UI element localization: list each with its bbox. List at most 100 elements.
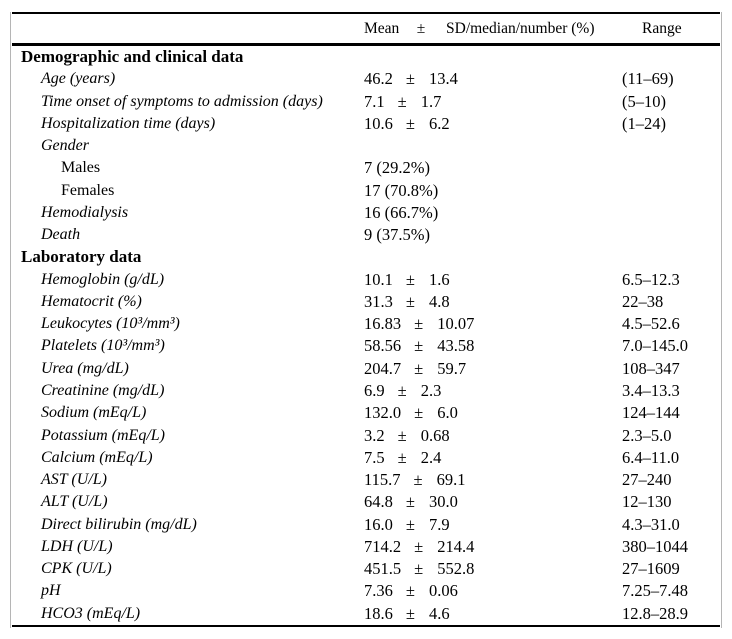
table-row: Urea (mg/dL) 204.7 ±59.7 108–347: [12, 358, 720, 380]
sd-value: 7.9: [428, 514, 450, 534]
row-label: Females: [61, 181, 115, 199]
bottom-rule: [12, 624, 720, 627]
value-cell: 64.8 ±30.0: [364, 491, 458, 513]
range-value: 4.3–31.0: [622, 514, 680, 534]
section-row: Laboratory data: [12, 246, 720, 268]
plus-minus: ±: [413, 470, 423, 490]
range-value: 12–130: [622, 492, 672, 512]
mean-value: 10.1: [364, 269, 393, 289]
sd-value: 2.4: [420, 447, 442, 467]
mean-value: 7.36: [364, 581, 393, 601]
table-header-row: Mean ± SD/median/number (%) Range: [12, 14, 720, 43]
mean-value: 714.2: [364, 536, 402, 556]
table-row: Leukocytes (10³/mm³) 16.83 ±10.07 4.5–52.6: [12, 313, 720, 335]
value-cell: 16.83 ±10.07: [364, 313, 474, 335]
mean-value: 46.2: [364, 69, 393, 89]
range-value: 6.4–11.0: [622, 447, 680, 467]
section-row: Demographic and clinical data: [12, 46, 720, 68]
range-value: 2.3–5.0: [622, 425, 672, 445]
row-label: AST (U/L): [41, 471, 107, 489]
row-label: Creatinine (mg/dL): [41, 381, 165, 399]
sd-value: 13.4: [428, 69, 458, 89]
sd-value: 4.6: [428, 603, 450, 623]
value-cell: 16 (66.7%): [364, 202, 439, 222]
row-label: Leukocytes (10³/mm³): [41, 315, 180, 333]
mean-value: 451.5: [364, 559, 402, 579]
plus-minus: ±: [397, 425, 407, 445]
table-row: Creatinine (mg/dL) 6.9 ±2.3 3.4–13.3: [12, 380, 720, 402]
range-value: 27–240: [622, 470, 672, 490]
row-label: Urea (mg/dL): [41, 359, 129, 377]
table-row: Time onset of symptoms to admission (day…: [12, 91, 720, 113]
table-row: Hematocrit (%) 31.3 ±4.8 22–38: [12, 291, 720, 313]
column-header-mean: Mean: [364, 20, 400, 37]
table-row: Platelets (10³/mm³) 58.56 ±43.58 7.0–145.0: [12, 335, 720, 357]
plus-minus: ±: [414, 559, 424, 579]
plus-minus: ±: [405, 269, 415, 289]
table-row: Age (years) 46.2 ±13.4 (11–69): [12, 68, 720, 90]
table-row: Potassium (mEq/L) 3.2 ±0.68 2.3–5.0: [12, 425, 720, 447]
value-cell: 451.5 ±552.8: [364, 558, 474, 580]
sd-value: 0.06: [428, 581, 458, 601]
value-cell: 18.6 ±4.6: [364, 603, 450, 625]
mean-value: 10.6: [364, 113, 393, 133]
row-label: Potassium (mEq/L): [41, 426, 165, 444]
table-row: Death 9 (37.5%): [12, 224, 720, 246]
table-row: HCO3 (mEq/L) 18.6 ±4.6 12.8–28.9: [12, 603, 720, 625]
plus-minus: ±: [405, 514, 415, 534]
row-label: Calcium (mEq/L): [41, 448, 153, 466]
column-header-range: Range: [642, 20, 682, 37]
range-value: (5–10): [622, 91, 666, 111]
row-label: HCO3 (mEq/L): [41, 604, 141, 622]
range-value: 12.8–28.9: [622, 603, 688, 623]
row-label: ALT (U/L): [41, 493, 108, 511]
sd-value: 69.1: [436, 470, 466, 490]
mean-value: 7.5: [364, 447, 385, 467]
sd-value: 0.68: [420, 425, 450, 445]
plus-minus: ±: [405, 492, 415, 512]
plus-minus: ±: [414, 336, 424, 356]
top-rule: [12, 12, 720, 14]
sd-value: 552.8: [437, 559, 475, 579]
sd-value: 6.2: [428, 113, 450, 133]
plus-minus: ±: [405, 113, 415, 133]
sd-value: 1.7: [420, 91, 442, 111]
mean-value: 58.56: [364, 336, 402, 356]
value-cell: 6.9 ±2.3: [364, 380, 441, 402]
value-cell: 58.56 ±43.58: [364, 335, 474, 357]
mean-value: 31.3: [364, 291, 393, 311]
table-row: Gender: [12, 135, 720, 157]
table-row: LDH (U/L) 714.2 ±214.4 380–1044: [12, 536, 720, 558]
plus-minus: ±: [405, 581, 415, 601]
mean-value: 64.8: [364, 492, 393, 512]
data-table: Mean ± SD/median/number (%) Range Demogr…: [10, 12, 722, 628]
plus-minus: ±: [405, 69, 415, 89]
mean-value: 132.0: [364, 403, 402, 423]
range-value: 380–1044: [622, 536, 688, 556]
sd-value: 2.3: [420, 380, 442, 400]
sd-value: 30.0: [428, 492, 458, 512]
row-label: Time onset of symptoms to admission (day…: [41, 92, 323, 110]
mean-value: 115.7: [364, 470, 401, 490]
plus-minus: ±: [414, 358, 424, 378]
plus-minus: ±: [414, 314, 424, 334]
range-value: 4.5–52.6: [622, 314, 680, 334]
mean-value: 16.83: [364, 314, 402, 334]
value-cell: 7.1 ±1.7: [364, 91, 441, 113]
table-row: Females 17 (70.8%): [12, 180, 720, 202]
row-label: Hospitalization time (days): [41, 114, 216, 132]
value-cell: 46.2 ±13.4: [364, 68, 458, 90]
value-cell: 10.1 ±1.6: [364, 269, 450, 291]
header-rule: [12, 43, 720, 46]
mean-value: 6.9: [364, 380, 385, 400]
range-value: 6.5–12.3: [622, 269, 680, 289]
table-row: CPK (U/L) 451.5 ±552.8 27–1609: [12, 558, 720, 580]
section-header: Laboratory data: [21, 247, 142, 267]
value-cell: 7.36 ±0.06: [364, 580, 458, 602]
range-value: 108–347: [622, 358, 680, 378]
table-body: Demographic and clinical data Age (years)…: [12, 46, 720, 625]
value-cell: 3.2 ±0.68: [364, 425, 450, 447]
table-row: Hospitalization time (days) 10.6 ±6.2 (1–24…: [12, 113, 720, 135]
plus-minus: ±: [397, 91, 407, 111]
sd-value: 10.07: [437, 314, 475, 334]
